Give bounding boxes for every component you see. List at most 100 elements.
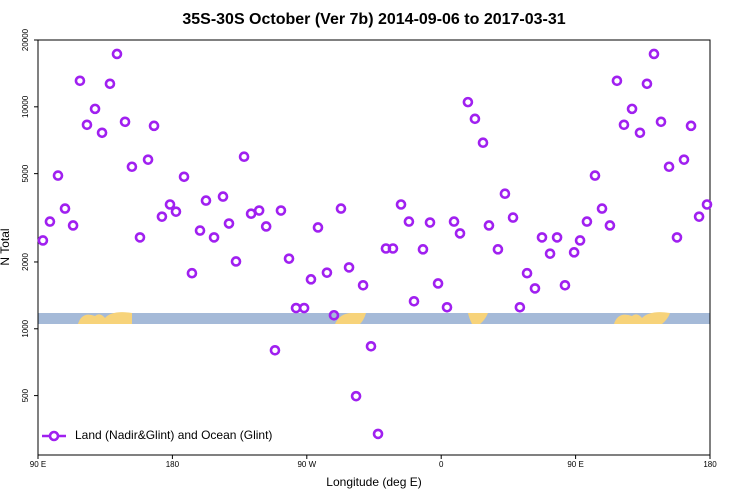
data-point — [648, 48, 660, 60]
data-point — [685, 120, 697, 132]
data-point — [164, 199, 176, 210]
data-point — [477, 137, 489, 149]
data-point — [408, 295, 420, 307]
data-point — [701, 199, 713, 210]
data-point — [596, 203, 608, 214]
data-point — [448, 216, 460, 227]
data-point — [335, 203, 347, 214]
data-point — [499, 188, 511, 200]
y-tick-label: 5000 — [21, 164, 30, 182]
data-point — [269, 344, 281, 356]
data-point — [626, 103, 638, 115]
data-point — [671, 232, 683, 243]
data-point — [283, 253, 295, 264]
data-point — [217, 191, 229, 202]
data-point — [230, 256, 242, 267]
data-point — [424, 217, 436, 228]
data-point — [134, 232, 146, 243]
data-point — [655, 116, 667, 128]
y-tick-label: 10000 — [21, 95, 30, 118]
data-point — [529, 283, 541, 294]
x-tick-label: 0 — [439, 460, 444, 469]
legend-marker — [48, 430, 60, 442]
chart-title: 35S-30S October (Ver 7b) 2014-09-06 to 2… — [182, 11, 565, 28]
data-point — [104, 78, 116, 90]
data-point — [44, 216, 56, 227]
data-point — [312, 222, 324, 233]
data-point — [634, 127, 646, 139]
data-point — [395, 199, 407, 210]
data-point — [693, 211, 705, 222]
data-point — [119, 116, 131, 128]
data-point — [96, 127, 108, 139]
data-point — [238, 151, 250, 163]
data-point — [126, 161, 138, 173]
data-point — [432, 278, 444, 289]
data-point — [156, 211, 168, 222]
data-point — [186, 267, 198, 279]
x-axis-label: Longitude (deg E) — [326, 475, 421, 489]
x-tick-label: 90 E — [30, 460, 46, 469]
legend-label: Land (Nadir&Glint) and Ocean (Glint) — [75, 428, 272, 442]
data-point — [74, 75, 86, 87]
y-tick-label: 2000 — [21, 253, 30, 271]
y-tick-label: 1000 — [21, 319, 30, 337]
data-point — [417, 244, 429, 255]
data-point — [59, 203, 71, 214]
data-point — [581, 216, 593, 227]
data-point — [507, 212, 519, 223]
data-point — [148, 120, 160, 132]
data-point — [52, 170, 64, 181]
data-point — [81, 119, 93, 131]
data-point — [142, 154, 154, 165]
data-point — [618, 119, 630, 131]
data-point — [275, 205, 287, 216]
y-tick-label: 500 — [21, 388, 30, 402]
data-point — [67, 220, 79, 231]
data-point — [568, 247, 580, 258]
data-point — [328, 310, 340, 321]
data-point — [89, 103, 101, 115]
data-point — [403, 216, 415, 227]
data-point — [462, 96, 474, 108]
data-point — [663, 161, 675, 173]
data-point — [589, 170, 601, 181]
data-point — [37, 235, 49, 246]
data-point — [611, 75, 623, 87]
data-point — [260, 221, 272, 232]
data-point — [544, 248, 556, 259]
x-tick-label: 90 W — [297, 460, 316, 469]
data-point — [170, 206, 182, 217]
x-tick-label: 180 — [703, 460, 717, 469]
x-tick-label: 90 E — [567, 460, 583, 469]
data-point — [178, 171, 190, 183]
land-ocean-strip — [38, 312, 710, 324]
data-point — [514, 301, 526, 313]
data-point — [200, 195, 212, 206]
data-point — [454, 228, 466, 239]
data-point — [365, 340, 377, 352]
data-point — [387, 243, 399, 254]
data-point — [483, 220, 495, 231]
data-point — [357, 279, 369, 291]
data-point — [559, 279, 571, 291]
data-point — [298, 302, 310, 314]
data-point — [536, 232, 548, 243]
data-point — [194, 225, 206, 236]
data-point — [678, 154, 690, 165]
data-point — [604, 220, 616, 231]
plot-frame — [37, 39, 711, 456]
y-axis-label: N Total — [0, 228, 12, 265]
data-point — [372, 428, 384, 440]
data-point — [321, 267, 333, 278]
data-point — [492, 244, 504, 255]
data-point — [521, 267, 533, 279]
data-point — [208, 232, 220, 243]
data-point — [350, 390, 362, 402]
y-tick-label: 20000 — [21, 28, 30, 51]
data-point — [305, 274, 317, 285]
data-point — [253, 205, 265, 216]
data-point — [469, 113, 481, 125]
x-tick-label: 180 — [166, 460, 180, 469]
